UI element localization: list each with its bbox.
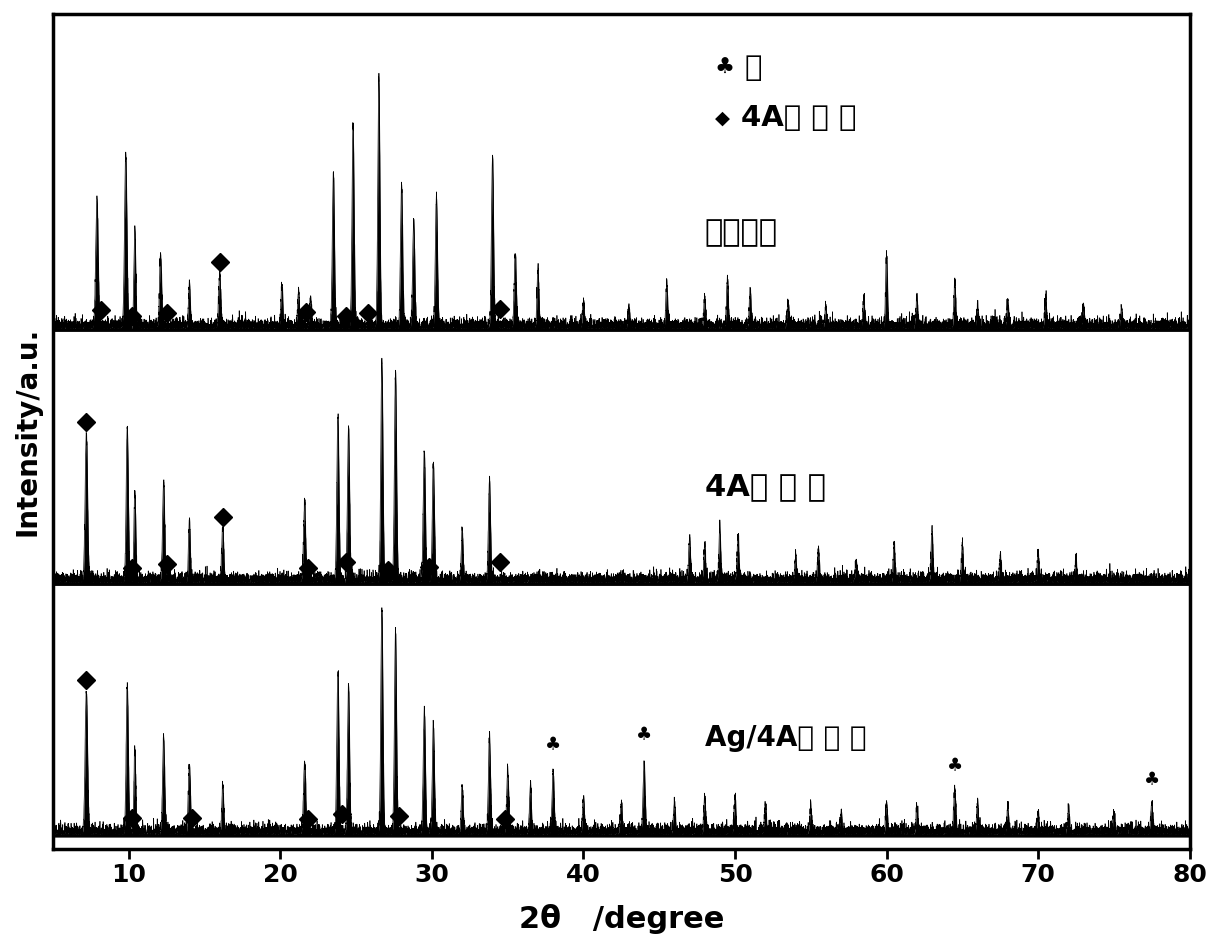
Text: ♣: ♣	[636, 726, 652, 744]
Text: ♣: ♣	[714, 58, 735, 78]
X-axis label: 2θ   /degree: 2θ /degree	[519, 904, 724, 934]
Text: ♣: ♣	[545, 737, 562, 755]
Text: 凹凸棒石: 凹凸棒石	[705, 218, 778, 247]
Y-axis label: Intensity/a.u.: Intensity/a.u.	[13, 327, 42, 536]
Text: 4A分 子 筛: 4A分 子 筛	[705, 472, 825, 501]
Text: Ag/4A分 子 筛: Ag/4A分 子 筛	[705, 724, 866, 753]
Text: 4A分 子 筛: 4A分 子 筛	[741, 104, 856, 133]
Text: ♣: ♣	[946, 757, 963, 775]
Text: ◆: ◆	[714, 109, 729, 128]
Text: 银: 银	[744, 54, 762, 82]
Text: ♣: ♣	[1144, 771, 1160, 789]
